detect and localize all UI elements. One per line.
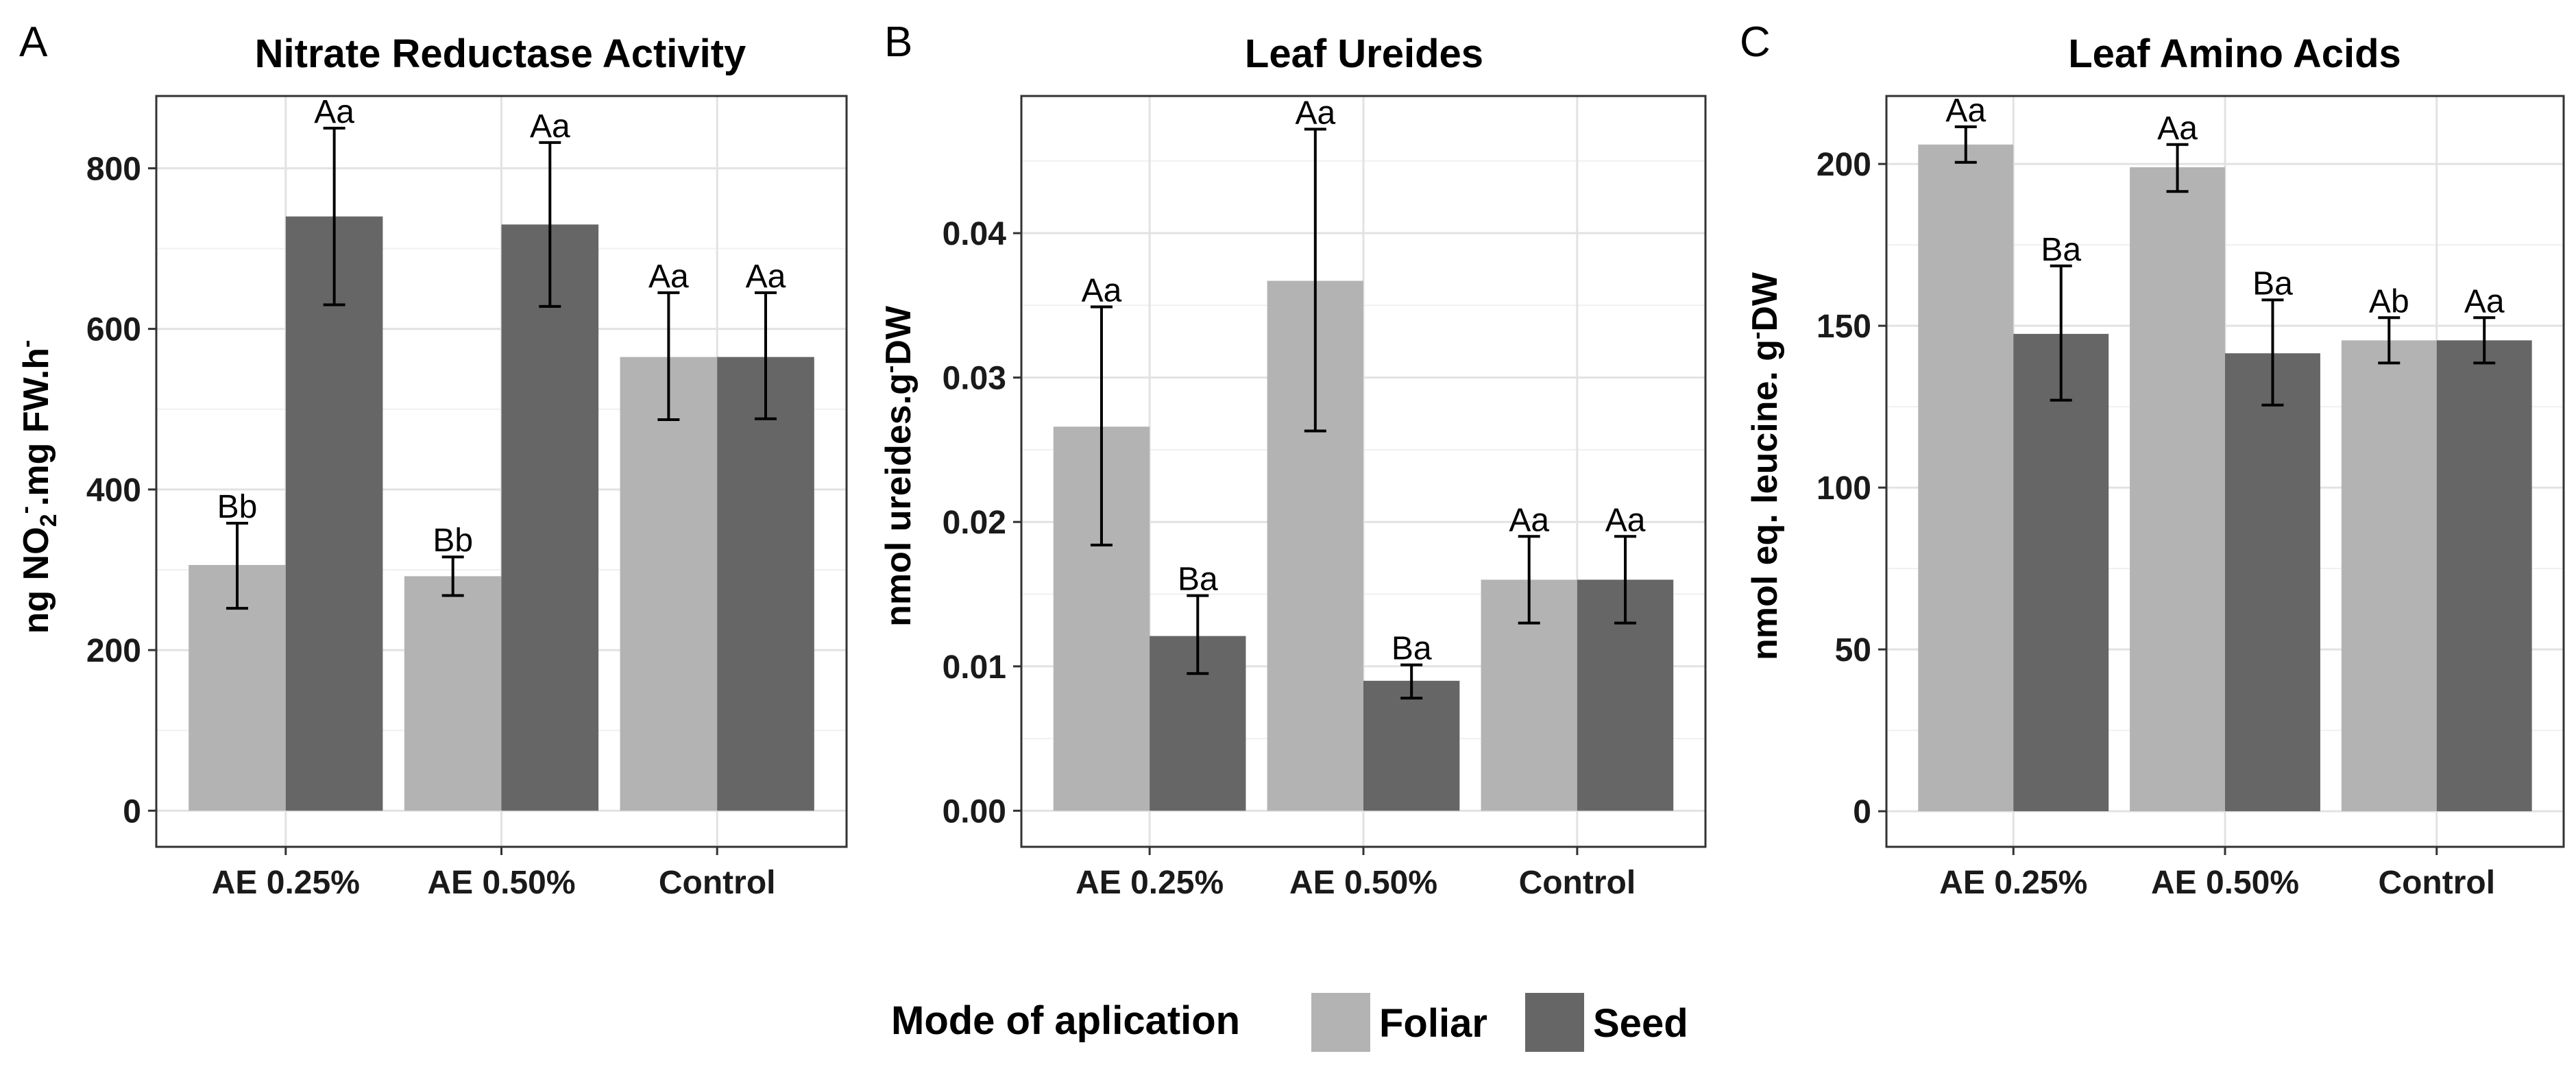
y-tick-label: 800 <box>86 151 141 187</box>
y-tick-label: 150 <box>1816 309 1871 345</box>
y-axis-title: nmol ureides.g-DW <box>877 305 919 627</box>
x-tick-label: Control <box>1519 865 1636 901</box>
bar-seed <box>2436 340 2532 812</box>
legend: Mode of aplication Foliar Seed <box>891 993 1688 1052</box>
y-tick-label: 0.04 <box>943 216 1007 252</box>
bar-seed <box>717 357 814 811</box>
significance-label: Bb <box>217 489 258 525</box>
y-tick-label: 200 <box>1816 147 1871 183</box>
plot-area: 0.00 0.01 0.02 0.03 0.04 Aa Aa Aa Ba Ba Aa AE 0.25%… <box>943 95 1707 901</box>
x-tick-label: AE 0.25% <box>212 865 360 901</box>
bar-foliar <box>620 357 718 811</box>
bar-seed <box>2013 333 2109 812</box>
y-tick-label: 0.02 <box>943 505 1006 541</box>
y-tick-label: 600 <box>86 312 141 348</box>
plot-area: 0 200 400 600 800 Bb Bb Aa Aa Aa Aa AE 0.25% AE 0.50… <box>86 94 848 901</box>
significance-label: Aa <box>1295 95 1335 131</box>
y-tick-label: 200 <box>86 633 141 669</box>
x-tick-label: Control <box>659 865 776 901</box>
y-tick-label: 100 <box>1816 470 1871 507</box>
x-tick-label: Control <box>2378 865 2495 901</box>
significance-label: Aa <box>1509 502 1549 538</box>
significance-label: Aa <box>530 108 570 145</box>
y-axis-title: ng NO2-.mg FW.h- <box>12 340 62 634</box>
significance-label: Aa <box>2157 110 2198 147</box>
legend-label-foliar: Foliar <box>1379 1001 1487 1046</box>
significance-label: Aa <box>746 259 786 295</box>
significance-label: Aa <box>1082 272 1122 309</box>
legend-label-seed: Seed <box>1593 1001 1688 1046</box>
bar-foliar <box>404 576 502 811</box>
legend-swatch-seed <box>1525 993 1584 1052</box>
panel-letter: B <box>884 19 912 66</box>
significance-label: Aa <box>1605 502 1646 538</box>
panel-b: B Leaf Ureides 0.00 0.01 0.02 0.03 0.04 Aa Aa A… <box>877 19 1707 901</box>
significance-label: Ab <box>2369 283 2409 320</box>
legend-swatch-foliar <box>1311 993 1370 1052</box>
panel-letter: C <box>1740 19 1771 66</box>
panel-a: A Nitrate Reductase Activity 0 200 400 600 8… <box>12 19 848 901</box>
y-tick-label: 0 <box>1853 794 1871 830</box>
significance-label: Ba <box>2252 265 2293 302</box>
significance-label: Aa <box>2464 283 2505 320</box>
panel-title: Nitrate Reductase Activity <box>255 32 746 76</box>
bar-seed <box>2225 353 2320 812</box>
bar-foliar <box>2341 340 2437 812</box>
y-tick-label: 400 <box>86 472 141 509</box>
x-tick-label: AE 0.50% <box>1289 865 1437 901</box>
y-axis-title: nmol eq. leucine. g-DW <box>1744 272 1785 660</box>
panel-title: Leaf Amino Acids <box>2068 32 2401 76</box>
y-tick-label: 0.03 <box>943 361 1006 397</box>
x-tick-label: AE 0.50% <box>2151 865 2299 901</box>
legend-title: Mode of aplication <box>891 998 1240 1043</box>
y-tick-label: 50 <box>1835 632 1871 669</box>
significance-label: Aa <box>1945 93 1986 129</box>
bar-seed <box>501 224 599 811</box>
panel-title: Leaf Ureides <box>1245 32 1483 76</box>
panel-c: C Leaf Amino Acids 0 50 100 150 200 Aa Aa Ab Ba B… <box>1740 19 2565 901</box>
bar-foliar <box>1918 144 2014 812</box>
bar-foliar <box>2130 167 2225 812</box>
significance-label: Ba <box>2041 232 2081 268</box>
y-tick-label: 0.01 <box>943 649 1006 686</box>
significance-label: Bb <box>433 523 473 559</box>
x-tick-label: AE 0.25% <box>1939 865 2087 901</box>
significance-label: Aa <box>648 259 689 295</box>
bar-seed <box>285 216 383 811</box>
bar-seed <box>1363 680 1460 811</box>
significance-label: Aa <box>314 94 354 130</box>
panel-letter: A <box>19 19 48 66</box>
y-tick-label: 0.00 <box>943 793 1006 830</box>
significance-label: Ba <box>1392 631 1432 667</box>
y-tick-label: 0 <box>123 793 141 830</box>
significance-label: Ba <box>1178 562 1218 598</box>
x-tick-label: AE 0.25% <box>1076 865 1224 901</box>
plot-area: 0 50 100 150 200 Aa Aa Ab Ba Ba Aa AE 0.25% AE 0.50%… <box>1816 93 2565 901</box>
x-tick-label: AE 0.50% <box>427 865 575 901</box>
